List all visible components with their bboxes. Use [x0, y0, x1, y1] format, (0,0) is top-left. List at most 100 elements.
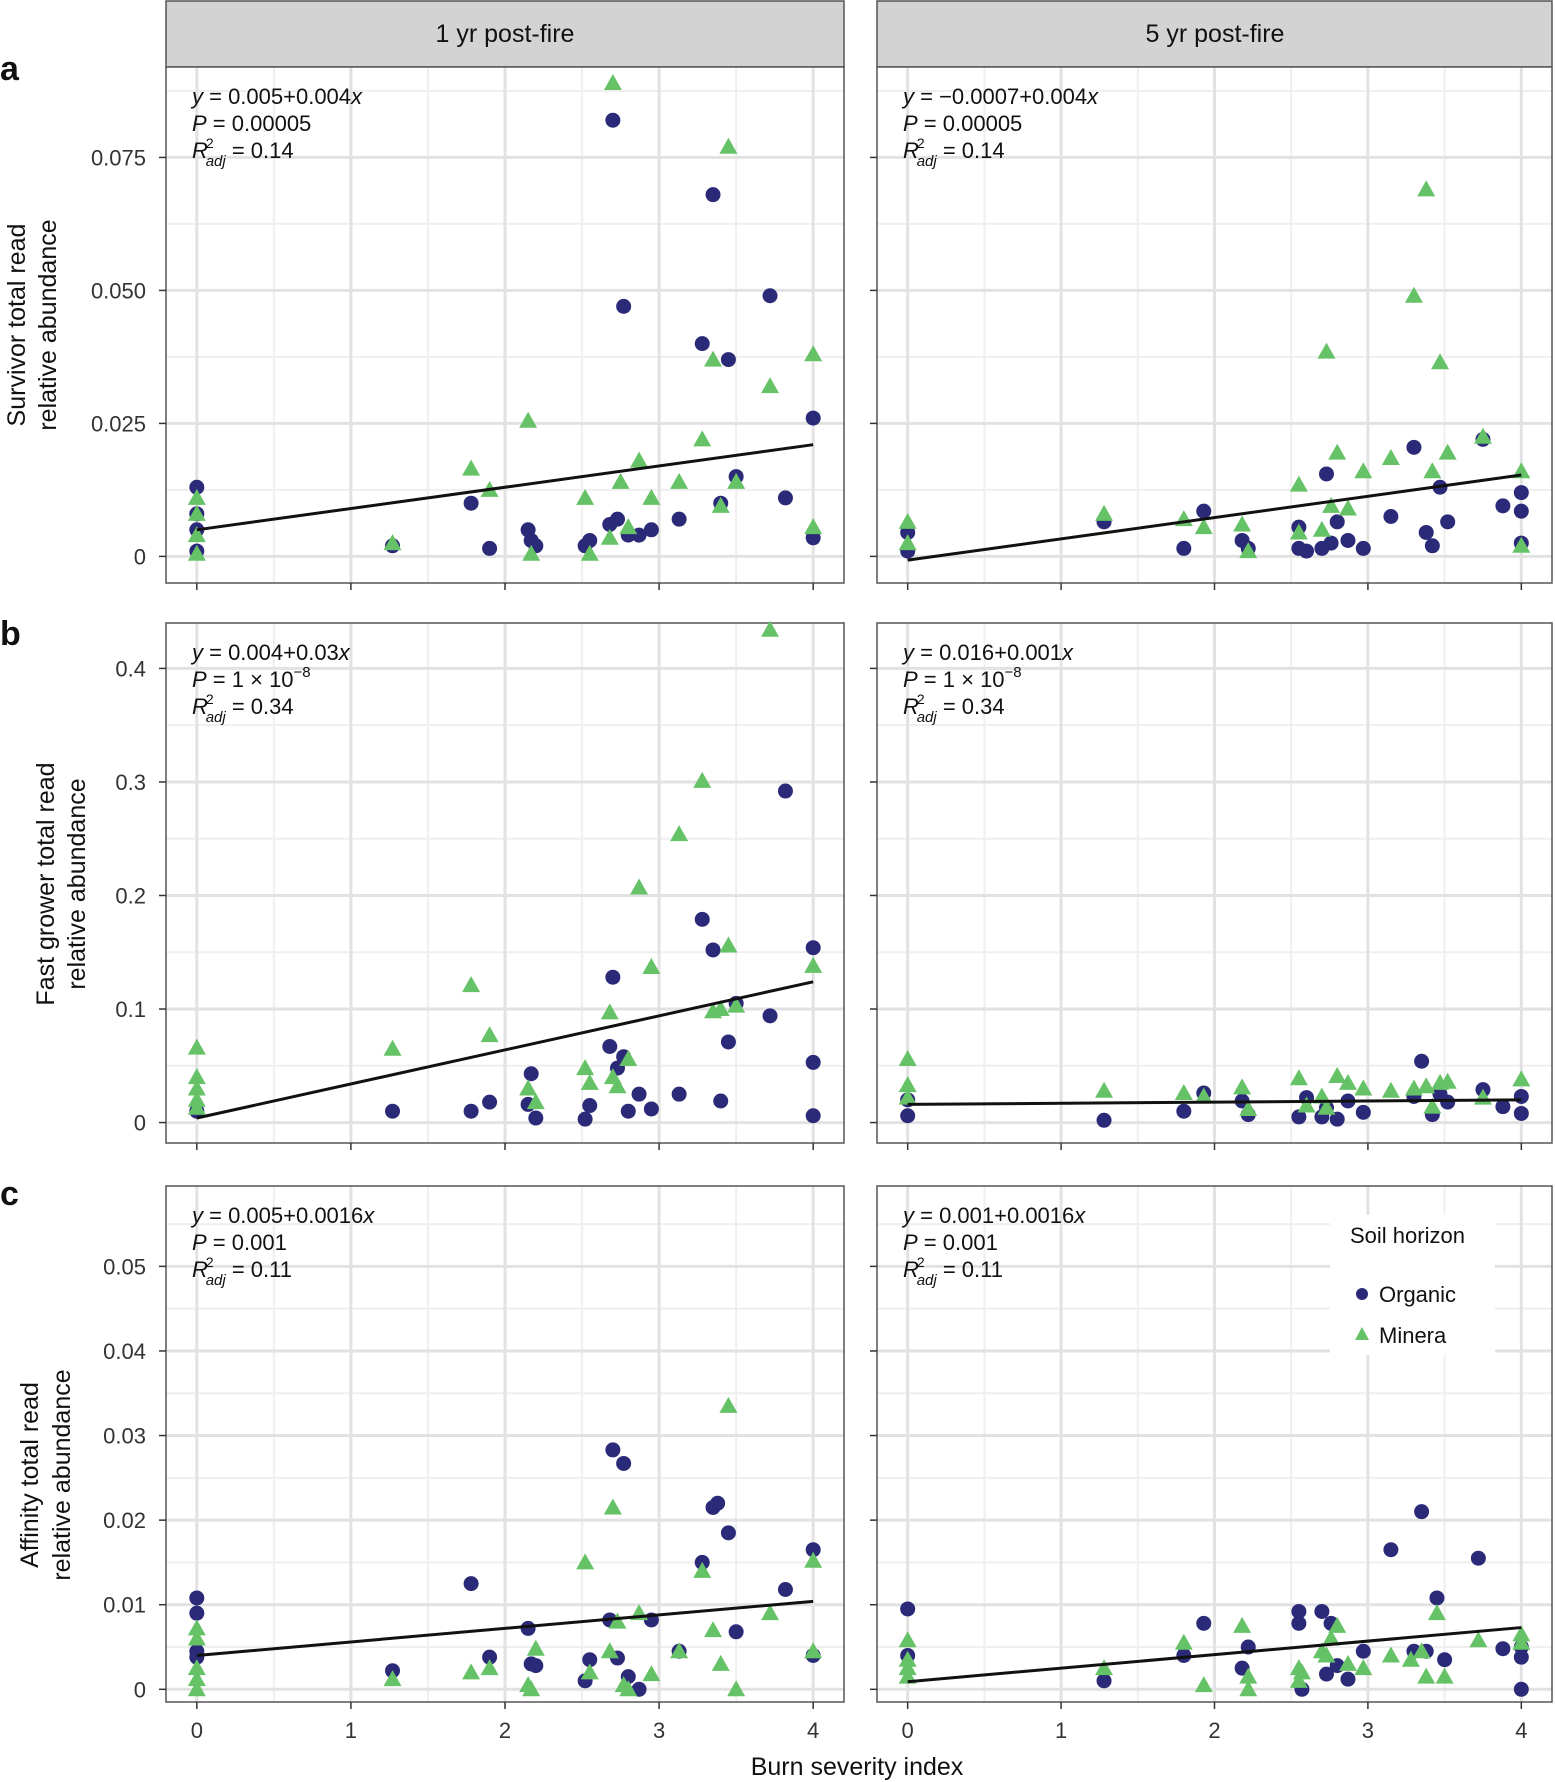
panel-c-1yr-mineral-point	[608, 1612, 627, 1629]
legend-background	[1330, 1215, 1495, 1355]
panel-c-1yr-y-tick-label: 0.03	[103, 1424, 146, 1449]
panel-a-5yr-organic-point	[1299, 543, 1315, 559]
panel-b-1yr-organic-point	[482, 1094, 498, 1110]
panel-b-1yr-organic-point	[694, 911, 710, 927]
panel-a-5yr-organic-point	[1323, 535, 1339, 551]
panel-a-5yr-mineral-point	[1317, 342, 1336, 359]
panel-c-1yr-mineral-point	[187, 1670, 206, 1687]
panel-c-5yr-mineral-point	[898, 1667, 917, 1684]
panel-c-5yr-equation: y = 0.001+0.0016x	[901, 1203, 1086, 1228]
panel-a-1yr-mineral-point	[522, 544, 541, 561]
panel-b-1yr-organic-point	[463, 1103, 479, 1119]
panel-c-5yr-organic-point	[1291, 1615, 1307, 1631]
panel-c-5yr-organic-point	[1096, 1673, 1112, 1689]
panel-a-5yr-organic-point	[1340, 532, 1356, 548]
panel-c-1yr-x-tick-label: 3	[653, 1718, 665, 1743]
panel-c-5yr-organic-point	[1383, 1542, 1399, 1558]
panel-c-5yr-mineral-point	[1512, 1625, 1531, 1642]
panel-b-1yr-mineral-point	[727, 996, 746, 1013]
panel-c-5yr-organic-point	[1318, 1666, 1334, 1682]
panel-c-1yr-organic-point	[777, 1581, 793, 1597]
panel-b-5yr-mineral-point	[1354, 1079, 1373, 1096]
panel-c-1yr-organic-point	[189, 1649, 205, 1665]
panel-a-5yr-organic-point	[1406, 439, 1422, 455]
panel-b-1yr-mineral-point	[600, 1003, 619, 1020]
panel-c-5yr-organic-point	[1314, 1603, 1330, 1619]
panel-c-1yr-organic-point	[520, 1620, 536, 1636]
panel-a-1yr-p-value: P = 0.00005	[192, 111, 311, 136]
panel-b-5yr-equation: y = 0.016+0.001x	[901, 640, 1074, 665]
panel-b-5yr-mineral-point	[1194, 1087, 1213, 1104]
panel-b-5yr-organic-point	[1096, 1112, 1112, 1128]
panel-a-1yr-mineral-point	[462, 459, 481, 476]
panel-b-1yr-equation: y = 0.004+0.03x	[190, 640, 351, 665]
panel-c-1yr-organic-point	[482, 1649, 498, 1665]
panel-a-1yr-mineral-point	[519, 411, 538, 428]
panel-b-5yr-organic-point	[1495, 1099, 1511, 1115]
panel-c-1yr-p-value: P = 0.001	[192, 1230, 287, 1255]
panel-c-1yr-organic-point	[463, 1576, 479, 1592]
panel-b-5yr-mineral-point	[898, 1049, 917, 1066]
panel-c-1yr-organic-point	[605, 1442, 621, 1458]
panel-b-1yr-mineral-point	[693, 771, 712, 788]
panel-c-5yr-organic-point	[900, 1601, 916, 1617]
panel-c-5yr-mineral-point	[1239, 1680, 1258, 1697]
panel-letter-a: a	[0, 50, 20, 88]
panel-a-1yr-organic-point	[482, 540, 498, 556]
panel-b-5yr-mineral-point	[1328, 1067, 1347, 1084]
panel-c-5yr-mineral-point	[898, 1659, 917, 1676]
panel-a-1yr-mineral-point	[187, 488, 206, 505]
panel-a-1yr-mineral-point	[804, 518, 823, 535]
panel-a-5yr-organic-point	[1196, 503, 1212, 519]
ylabel-a-line1: Survivor total read	[3, 224, 31, 427]
panel-a-5yr-p-value: P = 0.00005	[903, 111, 1022, 136]
panel-b-1yr-organic-point	[523, 1066, 539, 1082]
panel-a-1yr-y-tick-label: 0.025	[91, 411, 146, 436]
panel-c-1yr-mineral-point	[761, 1604, 780, 1621]
ylabel-b-line2: relative abundance	[63, 778, 91, 989]
panel-a-1yr-y-tick-label: 0.075	[91, 145, 146, 170]
ylabel-a-line2: relative abundance	[34, 219, 62, 430]
panel-c-1yr-mineral-point	[522, 1680, 541, 1697]
panel-a-5yr-mineral-point	[1354, 462, 1373, 479]
panel-c-1yr-mineral-point	[187, 1659, 206, 1676]
panel-c-1yr-mineral-point	[187, 1680, 206, 1697]
panel-b-5yr-mineral-point	[1512, 1070, 1531, 1087]
panel-a-5yr-organic-point	[1513, 503, 1529, 519]
panel-c-5yr-mineral-point	[1289, 1671, 1308, 1688]
panel-a-1yr-mineral-point	[704, 350, 723, 367]
panel-a-5yr-mineral-point	[1381, 448, 1400, 465]
panel-a-1yr-organic-point	[643, 522, 659, 538]
panel-c-5yr-mineral-point	[1512, 1633, 1531, 1650]
panel-a-5yr-organic-point	[1176, 540, 1192, 556]
panel-a-1yr-organic-point	[582, 532, 598, 548]
strip-title-1yr: 1 yr post-fire	[436, 20, 575, 48]
panel-c-1yr-organic-point	[728, 1624, 744, 1640]
panel-a-5yr-mineral-point	[1194, 518, 1213, 535]
panel-c-1yr-organic-point	[582, 1652, 598, 1668]
panel-b-1yr-organic-point	[705, 942, 721, 958]
panel-a-1yr-mineral-point	[642, 488, 661, 505]
panel-b-1yr-organic-point	[605, 969, 621, 985]
panel-b-1yr-organic-point	[713, 1093, 729, 1109]
panel-b-1yr-organic-point	[720, 1034, 736, 1050]
panel-c-5yr-mineral-point	[1381, 1646, 1400, 1663]
panel-b-1yr-mineral-point	[630, 878, 649, 895]
legend-mineral-marker	[1355, 1327, 1369, 1340]
panel-a-1yr-mineral-point	[693, 430, 712, 447]
panel-a-5yr-organic-point	[1329, 514, 1345, 530]
panel-b-5yr-mineral-point	[1174, 1084, 1193, 1101]
panel-c-5yr-mineral-point	[1435, 1667, 1454, 1684]
panel-b-1yr-mineral-point	[526, 1093, 545, 1110]
strip-header-left: 1 yr post-fire	[165, 0, 845, 68]
panel-a-5yr-organic-point	[1318, 466, 1334, 482]
panel-c-5yr-mineral-point	[1174, 1633, 1193, 1650]
panel-c-1yr-organic-point	[720, 1525, 736, 1541]
panel-b-1yr-y-tick-label: 0.2	[115, 883, 146, 908]
panel-a-5yr-mineral-point	[1239, 542, 1258, 559]
panel-c-5yr-organic-point	[1414, 1504, 1430, 1520]
panel-b-1yr-y-tick-label: 0	[134, 1111, 146, 1136]
panel-c-5yr-organic-point	[1196, 1615, 1212, 1631]
x-axis-label: Burn severity index	[751, 1753, 964, 1781]
panel-a-5yr-organic-point	[1513, 485, 1529, 501]
